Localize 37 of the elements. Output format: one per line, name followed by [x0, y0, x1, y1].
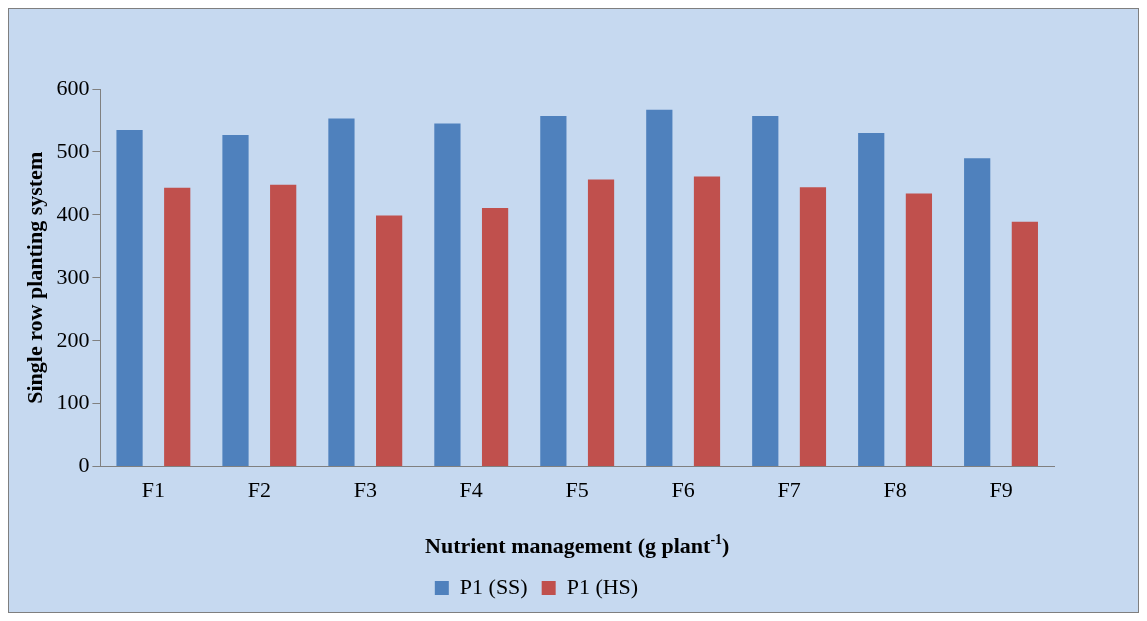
x-tick-label: F1 — [141, 476, 165, 502]
y-tick-label: 500 — [56, 137, 90, 163]
y-tick-label: 400 — [56, 200, 90, 226]
y-tick-label: 300 — [56, 263, 90, 289]
bar — [434, 123, 461, 467]
legend-label: P1 (SS) — [459, 573, 528, 599]
bar — [1011, 221, 1038, 467]
x-tick-label: F8 — [883, 476, 907, 502]
x-tick-label: F2 — [247, 476, 271, 502]
bar — [752, 116, 779, 467]
x-tick-label: F6 — [671, 476, 695, 502]
bar — [858, 133, 885, 467]
bar — [116, 129, 143, 467]
bar — [799, 187, 827, 467]
y-tick-label: 100 — [56, 389, 90, 415]
bar — [328, 118, 355, 467]
bar — [905, 193, 933, 467]
bar — [540, 116, 567, 467]
bar — [270, 184, 297, 467]
x-tick-label: F3 — [353, 476, 377, 502]
x-tick-label: F5 — [565, 476, 589, 502]
bar — [646, 109, 673, 467]
bar — [964, 158, 991, 467]
x-tick-label: F4 — [459, 476, 483, 502]
x-tick-label: F9 — [989, 476, 1013, 502]
bar — [481, 207, 509, 467]
bar — [222, 134, 249, 467]
bar — [376, 215, 403, 467]
y-axis-title: Single row planting system — [21, 151, 47, 404]
legend-label: P1 (HS) — [566, 573, 639, 599]
bar — [587, 179, 615, 467]
y-tick-label: 0 — [78, 452, 90, 478]
y-tick-label: 200 — [56, 326, 90, 352]
x-tick-label: F7 — [777, 476, 801, 502]
bar — [164, 187, 191, 467]
y-tick-label: 600 — [56, 74, 90, 100]
bar — [693, 176, 721, 467]
